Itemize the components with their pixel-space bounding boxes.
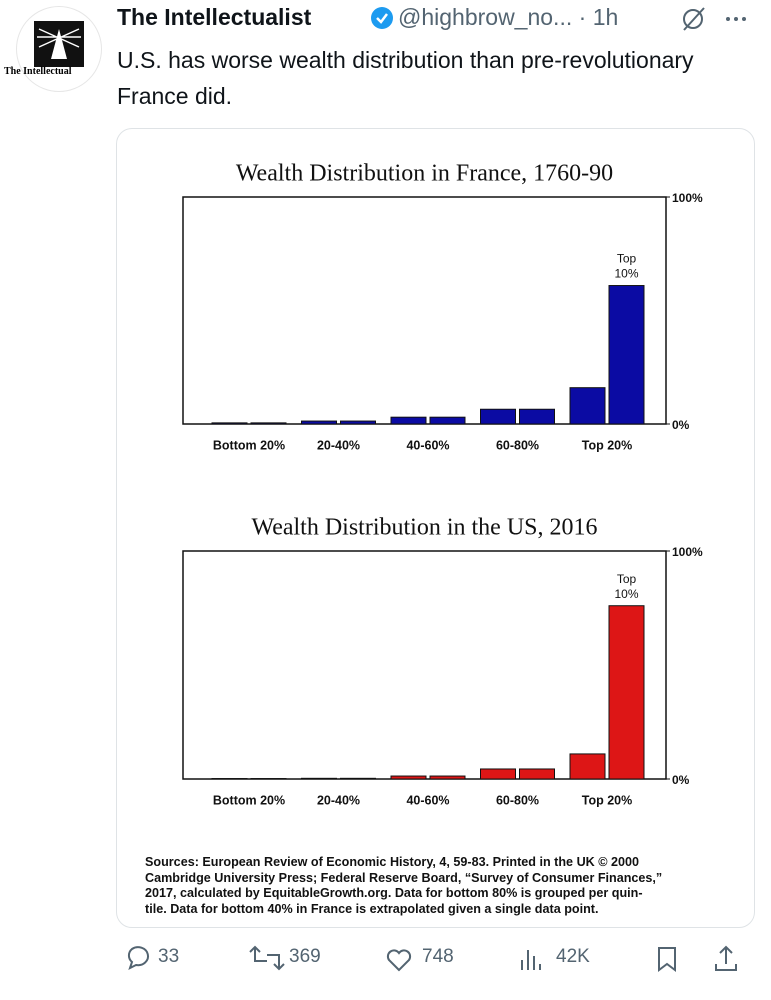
x-tick-label: Top 20% [582,793,632,807]
sources: Sources: European Review of Economic His… [145,855,662,917]
handle-time: @highbrow_no... · 1h [398,4,619,30]
view-count[interactable]: 42K [556,946,590,967]
y-tick-label: 0% [672,418,690,432]
y-tick-label: 100% [672,545,703,559]
verified-badge [371,7,393,29]
chart-title: Wealth Distribution in the US, 2016 [251,515,597,541]
x-tick-label: Top 20% [582,438,632,452]
like-count[interactable]: 748 [422,946,454,967]
bar [390,416,427,425]
bar [429,775,466,780]
avatar-logo [34,21,84,67]
header-icons [683,7,746,31]
annotation: Top [617,252,637,266]
bar [480,768,516,780]
bar [301,777,337,780]
tweet-text: U.S. has worse wealth distribution than … [117,47,694,109]
x-tick-label: 20-40% [317,793,360,807]
x-tick-label: 60-80% [496,438,539,452]
bar [608,285,645,425]
source-line: Sources: European Review of Economic His… [145,855,640,869]
source-line: Cambridge University Press; Federal Rese… [145,870,663,885]
x-tick-label: Bottom 20% [213,793,285,807]
annotation: 10% [614,267,638,281]
x-tick-label: 40-60% [406,438,449,452]
y-tick-label: 100% [672,191,703,205]
bar [429,416,466,425]
x-tick-label: Bottom 20% [213,438,285,452]
image-card[interactable] [116,128,755,928]
repost-count[interactable]: 369 [289,946,321,967]
avatar[interactable] [16,6,102,92]
chart-title: Wealth Distribution in France, 1760-90 [236,161,613,187]
x-tick-label: 40-60% [406,793,449,807]
time: 1h [592,4,619,30]
bar [301,420,337,425]
plot-frame [182,550,667,780]
bar [480,408,516,425]
bar [569,387,606,425]
bar [569,753,606,780]
avatar-text: The Intellectual [4,66,72,77]
bar [608,605,645,780]
x-tick-label: 60-80% [496,793,539,807]
bar [211,422,248,425]
reply-count[interactable]: 33 [158,946,180,967]
bar [519,768,555,780]
source-line: tile. Data for bottom 40% in France is e… [145,901,599,916]
handle: @highbrow_no... [398,4,573,30]
annotation: 10% [614,587,638,601]
author-name[interactable]: The Intellectualist [117,4,312,30]
bar [250,422,287,425]
source-line: 2017, calculated by EquitableGrowth.org.… [145,886,643,900]
bar [390,775,427,780]
action-icons [127,945,737,972]
y-tick-label: 0% [672,773,690,787]
annotation: Top [617,572,637,586]
bar [519,408,555,425]
x-tick-label: 20-40% [317,438,360,452]
bar [340,777,376,780]
bar [340,420,376,425]
